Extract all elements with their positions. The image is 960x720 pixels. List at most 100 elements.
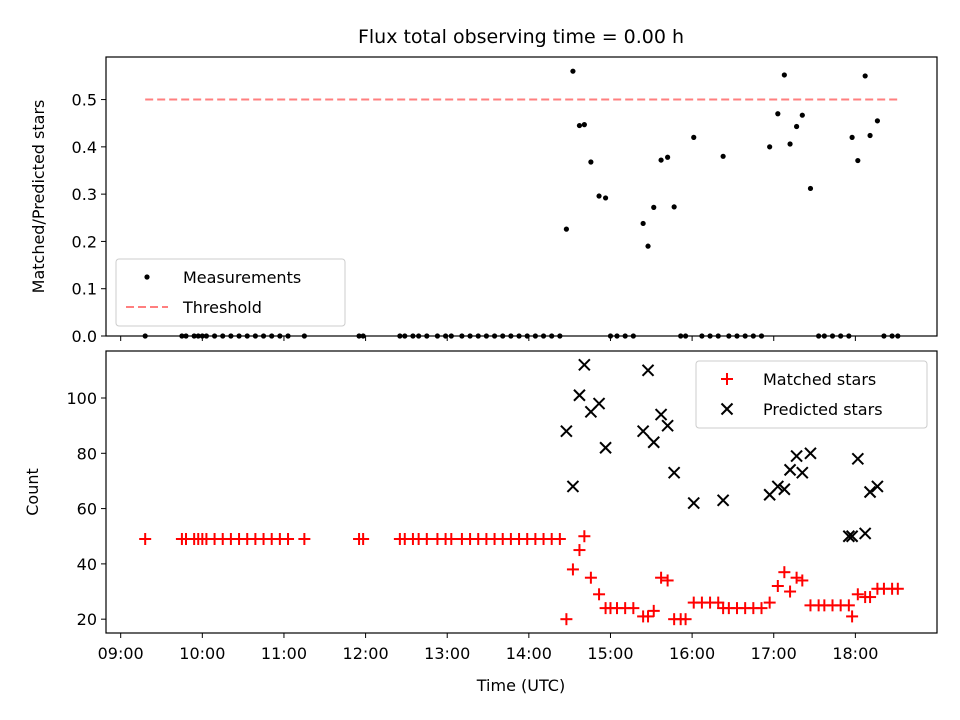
- x-tick-label: 13:00: [424, 644, 470, 663]
- x-tick-label: 12:00: [343, 644, 389, 663]
- predicted-point: [599, 441, 612, 454]
- measurement-point: [665, 154, 671, 160]
- predicted-legend-marker: [720, 402, 734, 416]
- matched-point: [655, 571, 668, 584]
- matched-point: [553, 533, 566, 545]
- measurement-point: [576, 122, 583, 129]
- measurement-point: [602, 195, 609, 201]
- top-panel: 0.0 0.1 0.2 0.3 0.4 0.5 Matched/Predicted sta…: [29, 56, 938, 346]
- measurement-point: [787, 141, 793, 147]
- predicted-legend-glyph: [720, 402, 734, 416]
- matched-point: [790, 571, 803, 584]
- top-y-tick-label: 0.5: [72, 91, 97, 110]
- predicted-point: [851, 452, 865, 466]
- predicted-point: [716, 494, 730, 507]
- predicted-point: [845, 530, 859, 543]
- predicted-point: [783, 463, 797, 477]
- measurement-point: [775, 111, 781, 117]
- measurement-point: [862, 73, 868, 79]
- legend-predicted-stars: Predicted stars: [763, 400, 883, 419]
- x-tick-label: 10:00: [179, 644, 225, 663]
- bottom-x-axis: 09:00 10:00 11:00 12:00 13:00 14:00 15:00 16:00…: [98, 633, 878, 663]
- matched-point: [864, 591, 877, 604]
- chart-title: Flux total observing time = 0.00 h: [358, 26, 684, 48]
- matched-point: [771, 580, 784, 592]
- bottom-y-tick-label: 40: [77, 555, 97, 574]
- top-axes-frame: [105, 56, 938, 337]
- matched-point: [679, 613, 692, 626]
- predicted-point: [578, 358, 591, 372]
- predicted-point: [592, 397, 606, 410]
- matched-point: [891, 582, 904, 595]
- measurement-point: [874, 118, 881, 124]
- top-y-tick-label: 0.0: [72, 327, 97, 346]
- top-legend: Measurements Threshold: [115, 258, 346, 327]
- bottom-y-tick-label: 80: [77, 444, 97, 463]
- predicted-point: [871, 480, 884, 493]
- measurement-point: [867, 132, 873, 139]
- matched-point: [566, 563, 579, 576]
- matched-point: [420, 533, 433, 545]
- predicted-point: [804, 447, 817, 460]
- matched-point: [647, 604, 660, 617]
- measurement-point: [691, 134, 697, 140]
- matched-point: [139, 533, 152, 545]
- legend-measurements: Measurements: [183, 268, 301, 287]
- matched-point: [784, 585, 797, 598]
- matched-point: [357, 533, 370, 545]
- matched-point: [642, 610, 655, 623]
- predicted-point: [636, 424, 650, 438]
- measurement-point: [671, 204, 677, 210]
- matched-legend-glyph: [721, 373, 733, 385]
- x-tick-label: 11:00: [261, 644, 307, 663]
- predicted-point: [573, 389, 586, 402]
- top-x-ticks: [120, 336, 856, 341]
- x-tick-label: 18:00: [832, 644, 878, 663]
- measurement-point: [570, 68, 576, 74]
- matched-point: [560, 613, 573, 626]
- matched-point: [627, 602, 640, 615]
- predicted-point: [641, 364, 655, 377]
- measurement-point: [645, 243, 651, 249]
- matched-point: [755, 602, 768, 615]
- measurements-legend-marker: [144, 274, 150, 280]
- measurement-point: [581, 122, 587, 128]
- measurement-point: [720, 153, 726, 159]
- legend-matched-stars: Matched stars: [763, 370, 876, 389]
- measurement-point: [563, 226, 569, 232]
- predicted-point: [863, 485, 877, 499]
- measurement-point: [588, 159, 594, 165]
- x-axis-label: Time (UTC): [476, 676, 565, 695]
- measurement-point: [849, 134, 855, 140]
- predicted-point: [842, 530, 856, 543]
- matched-point: [842, 599, 855, 612]
- matched-point: [573, 544, 586, 557]
- predicted-point: [566, 480, 580, 493]
- predicted-point: [771, 480, 785, 493]
- matched-point: [593, 588, 606, 601]
- measurement-point: [596, 193, 602, 199]
- predicted-point: [661, 419, 674, 432]
- measurement-point: [855, 157, 861, 164]
- matched-point: [763, 596, 776, 609]
- bottom-legend: Matched stars Predicted stars: [695, 360, 928, 429]
- measurement-point: [781, 72, 787, 78]
- measurement-point: [799, 112, 805, 118]
- bottom-axes-frame: [105, 350, 938, 634]
- measurement-point: [807, 185, 814, 192]
- measurement-point: [658, 157, 664, 163]
- matched-legend-marker: [721, 373, 733, 385]
- measurement-point: [767, 144, 773, 150]
- matched-point: [778, 566, 791, 579]
- bottom-y-tick-label: 20: [77, 610, 97, 629]
- bottom-y-axis: 20 40 60 80 100: [66, 389, 106, 629]
- measurement-point: [651, 204, 657, 210]
- predicted-point: [560, 424, 573, 438]
- legend-threshold: Threshold: [182, 298, 262, 317]
- predicted-point: [654, 408, 668, 421]
- bottom-y-tick-label: 60: [77, 500, 97, 519]
- x-tick-label: 15:00: [587, 644, 633, 663]
- bottom-panel: 20 40 60 80 100 09:00 10:00 11:00 12:00 13:00 14:…: [23, 350, 938, 695]
- matched-point: [846, 610, 859, 623]
